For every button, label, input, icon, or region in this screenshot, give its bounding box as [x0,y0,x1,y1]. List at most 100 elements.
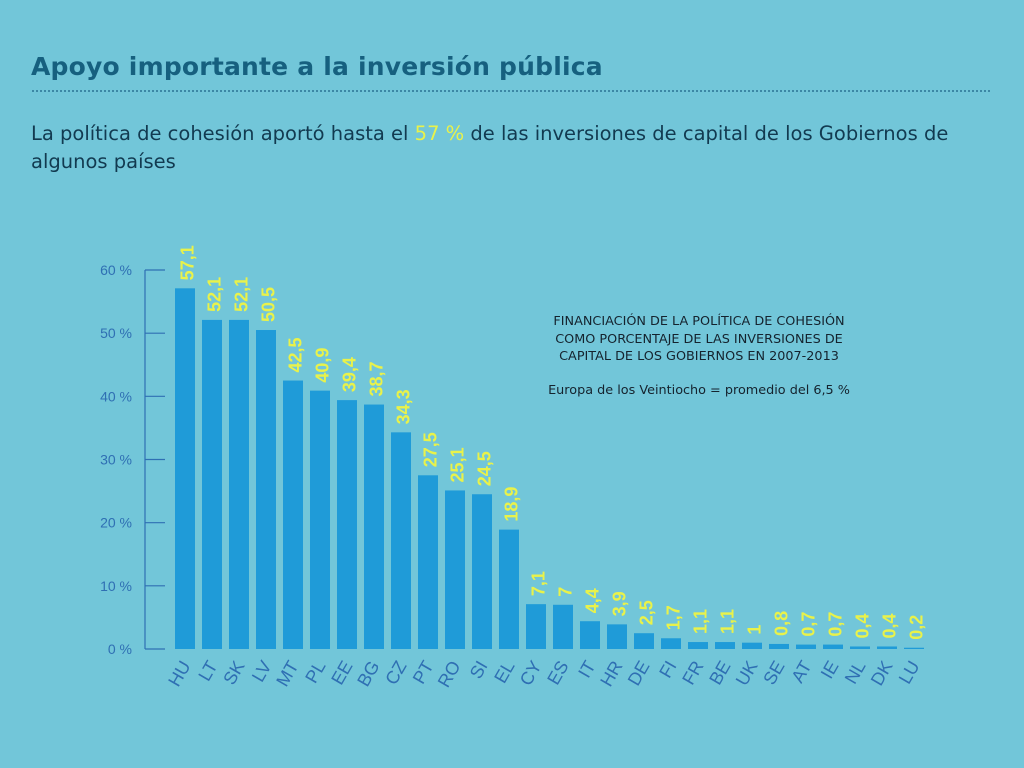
value-label: 0,4 [853,613,873,638]
subtitle-text-end: de las inversiones de capital de los Gob… [31,122,949,173]
x-tick-label: NL [841,657,870,687]
x-tick-label: FI [655,657,680,681]
value-label: 2,5 [637,600,657,625]
y-tick-label: 0 % [108,641,132,657]
x-tick-label: UK [732,657,762,689]
y-tick-label: 50 % [100,325,132,341]
bar [283,380,303,649]
y-axis: 0 % 10 % 20 % 30 % 40 % 50 % 60 % [100,262,165,657]
chart-note: FINANCIACIÓN DE LA POLÍTICA DE COHESIÓN … [548,313,850,399]
bar [715,642,735,649]
x-tick-label: IT [574,657,599,681]
x-tick-label: AT [787,657,815,686]
x-tick-label: EL [490,657,518,686]
value-label: 27,5 [421,432,441,467]
bar [580,621,600,649]
value-label: 34,3 [394,389,414,424]
x-tick-label: CY [516,657,546,689]
bar [472,494,492,649]
bar [526,604,546,649]
x-tick-label: EE [327,657,356,688]
subtitle-highlight: 57 % [414,122,465,145]
value-label: 0,4 [880,613,900,638]
subtitle-text-start: La política de cohesión aportó hasta el [31,122,415,145]
x-tick-label: HR [596,657,626,690]
value-label: 57,1 [178,245,198,280]
value-label: 0,8 [772,611,792,636]
value-label: 24,5 [475,451,495,486]
bar [823,644,843,649]
x-tick-label: PL [301,657,329,686]
x-tick-label: LV [248,657,276,685]
x-tick-label: FR [678,657,707,688]
bar [445,490,465,649]
value-labels: 57,1 52,1 52,1 50,5 42,5 40,9 39,4 38,7 34,3 27,5… [178,245,927,639]
x-tick-label: SI [466,657,492,682]
value-label: 38,7 [367,361,387,396]
value-label: 18,9 [502,487,522,522]
bar [364,404,384,649]
x-tick-label: LT [194,657,221,684]
bar [418,475,438,649]
y-tick-label: 30 % [100,452,132,468]
value-label: 7 [556,587,576,597]
y-tick-label: 40 % [100,388,132,404]
x-tick-label: ES [543,657,572,688]
bar [553,604,573,649]
bar [202,319,222,649]
x-tick-label: IE [817,657,843,682]
bar [607,624,627,649]
bar [688,642,708,649]
bar [742,642,762,649]
y-tick-label: 20 % [100,515,132,531]
x-tick-label: DK [867,657,897,689]
value-label: 25,1 [448,447,468,482]
bar [796,644,816,649]
bar [850,646,870,649]
note-text: Europa de los Veintiocho = promedio del … [548,382,850,398]
value-label: 3,9 [610,591,630,616]
bar [310,390,330,649]
value-label: 42,5 [286,337,306,372]
x-tick-label: RO [434,657,465,690]
bar-series [175,288,924,649]
value-label: 52,1 [232,277,252,312]
value-label: 1,1 [691,609,711,634]
value-label: 1 [745,625,765,635]
value-label: 7,1 [529,571,549,596]
x-tick-label: HU [164,657,194,690]
bar [661,638,681,649]
bar [229,319,249,649]
x-tick-label: BE [705,657,734,688]
bar [175,288,195,649]
value-label: 39,4 [340,357,360,392]
note-heading: FINANCIACIÓN DE LA POLÍTICA DE COHESIÓN … [553,314,845,364]
value-label: 1,1 [718,609,738,634]
title-divider [32,90,990,92]
x-tick-label: LU [895,657,924,687]
x-tick-label: CZ [381,657,410,688]
value-label: 0,7 [799,612,819,637]
value-label: 40,9 [313,348,333,383]
bar [337,400,357,649]
x-tick-label: BG [353,657,383,690]
y-tick-label: 60 % [100,262,132,278]
bar [391,432,411,649]
value-label: 52,1 [205,277,225,312]
page-title: Apoyo importante a la inversión pública [31,52,603,81]
y-tick-label: 10 % [100,578,132,594]
value-label: 1,7 [664,605,684,630]
value-label: 0,2 [907,615,927,640]
bar [877,646,897,649]
x-tick-label: PT [409,657,438,687]
value-label: 4,4 [583,588,603,613]
bar [499,529,519,649]
x-tick-label: SE [759,657,788,688]
bar [904,647,924,649]
bar [256,330,276,649]
value-label: 0,7 [826,612,846,637]
x-tick-label: DE [624,657,654,689]
x-tick-label: SK [219,657,248,688]
